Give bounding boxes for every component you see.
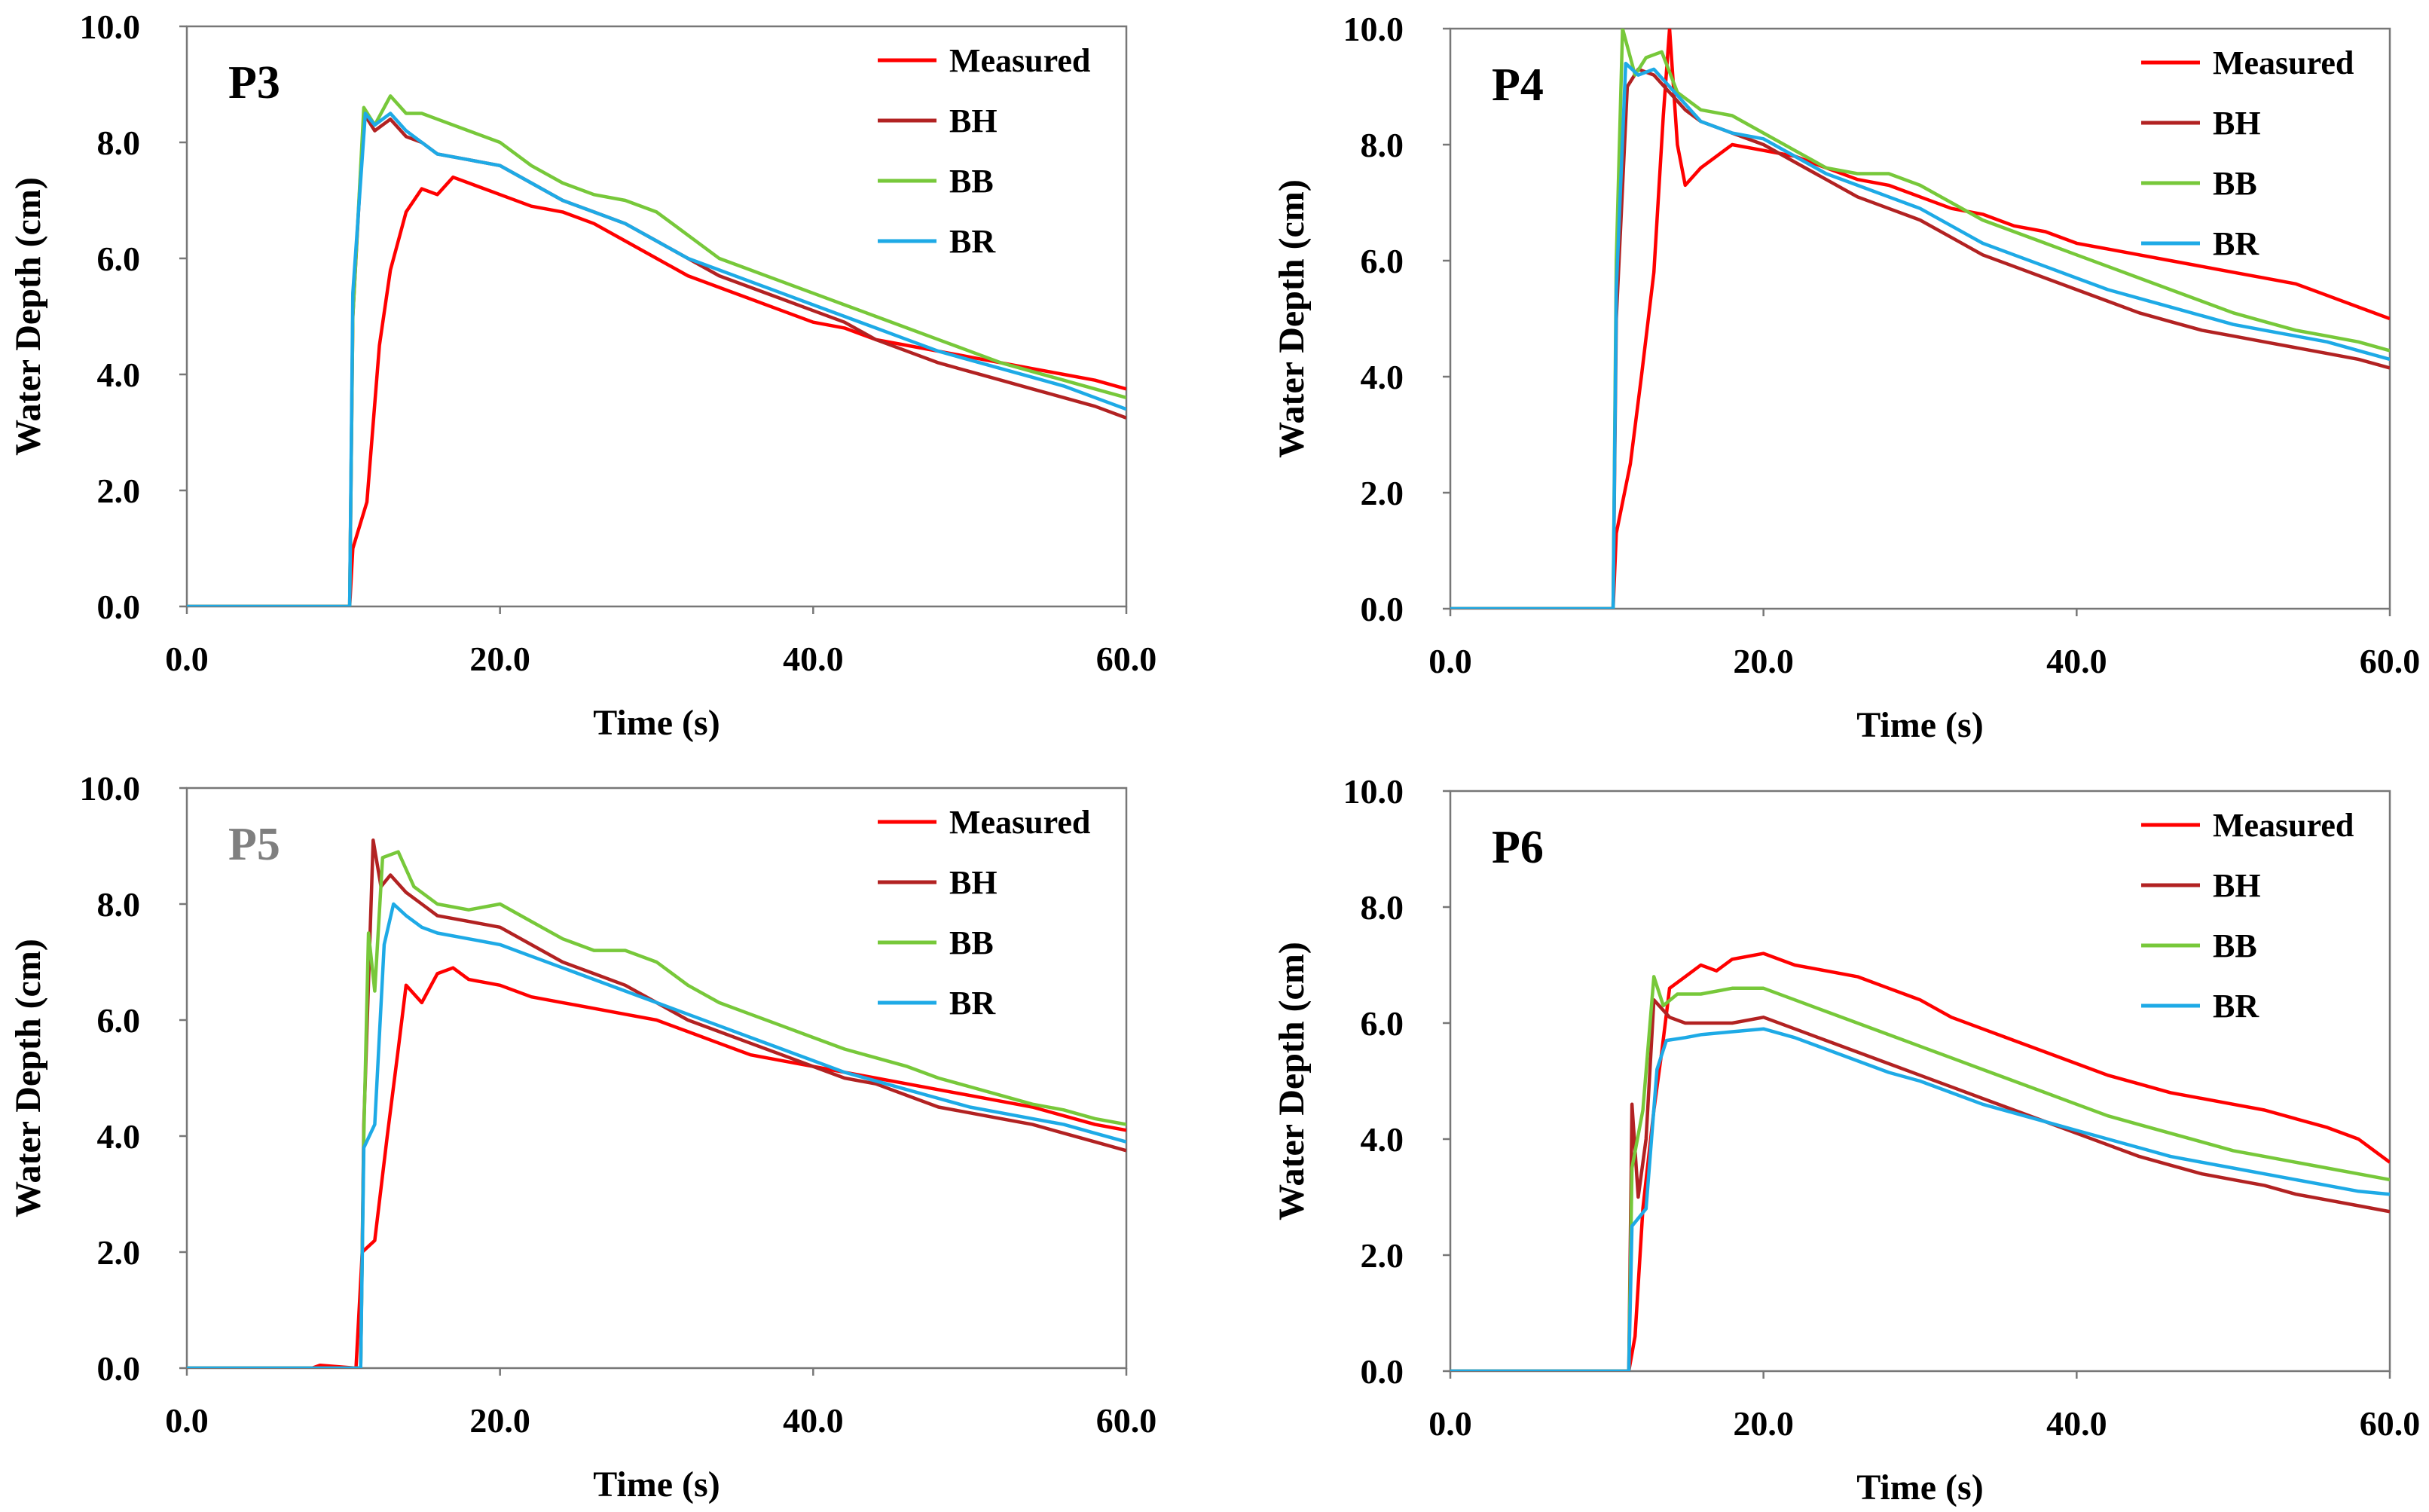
panel-label: P4 [1492,60,1544,111]
x-tick-label: 20.0 [1733,1404,1794,1443]
series-line-br [187,111,1126,606]
x-axis-title: Time (s) [593,1465,720,1504]
x-axis-title: Time (s) [1856,1468,1983,1507]
series-line-measured [1450,29,2390,609]
series-line-br [1450,1027,2390,1371]
y-tick-label: 10.0 [80,769,141,808]
x-tick-label: 0.0 [165,1401,209,1440]
legend-label-bb: BB [2213,165,2257,202]
y-tick-label: 6.0 [1361,1004,1404,1043]
series-line-br [187,902,1126,1368]
chart-panel-p4: 0.0 2.0 4.0 6.0 8.0 10.0 0.0 20.0 40.0 60.0 Time (… [1272,10,2420,745]
legend-label-br: BR [949,985,996,1022]
x-tick-label: 40.0 [2046,642,2107,680]
chart-panel-p3: 0.0 2.0 4.0 6.0 8.0 10.0 0.0 20.0 40.0 60.0 Time (… [8,8,1156,743]
y-tick-label: 2.0 [97,1233,141,1272]
y-tick-label: 2.0 [1361,474,1404,512]
chart-panel-p5: 0.0 2.0 4.0 6.0 8.0 10.0 0.0 20.0 40.0 60.0 Time (… [8,769,1156,1504]
x-axis-title: Time (s) [593,703,720,743]
legend-label-measured: Measured [2213,807,2354,844]
y-tick-label: 0.0 [97,1349,141,1388]
series-group [187,838,1126,1368]
legend: Measured BH BB BR [878,804,1090,1022]
legend-label-bb: BB [949,163,994,200]
x-tick-label: 40.0 [783,1401,844,1440]
series-group [1450,951,2390,1371]
legend: Measured BH BB BR [2141,807,2354,1025]
y-tick-label: 2.0 [97,472,141,510]
legend-label-br: BR [2213,988,2259,1025]
series-line-measured [1450,951,2390,1371]
x-tick-label: 60.0 [1096,1401,1157,1440]
y-tick-label: 10.0 [80,8,141,46]
series-line-bb [1450,975,2390,1371]
y-axis-title: Water Depth (cm) [8,177,48,456]
y-tick-label: 4.0 [97,356,141,394]
legend: Measured BH BB BR [2141,44,2354,262]
y-tick-label: 6.0 [1361,242,1404,280]
series-line-bb [187,94,1126,606]
y-tick-label: 6.0 [97,1001,141,1040]
panel-label: P6 [1492,822,1544,873]
legend-label-bh: BH [2213,105,2261,142]
legend-label-measured: Measured [2213,44,2354,81]
y-tick-label: 4.0 [1361,358,1404,396]
legend-label-bh: BH [949,864,998,901]
x-tick-label: 20.0 [469,1401,530,1440]
legend-label-bh: BH [2213,867,2261,904]
series-line-bb [1450,29,2390,609]
y-tick-label: 10.0 [1343,10,1404,48]
series-line-measured [187,966,1126,1368]
y-tick-label: 0.0 [1361,590,1404,628]
x-tick-label: 60.0 [2360,642,2421,680]
plot-frame [185,25,1128,608]
legend-label-br: BR [2213,225,2259,262]
x-tick-label: 40.0 [783,640,844,678]
legend-label-br: BR [949,223,996,260]
plot-frame [1449,790,2391,1373]
x-axis-title: Time (s) [1856,705,1983,745]
panel-label: P3 [228,57,280,108]
series-line-measured [187,175,1126,606]
y-tick-label: 2.0 [1361,1236,1404,1275]
legend: Measured BH BB BR [878,42,1090,260]
series-line-bh [187,838,1126,1368]
legend-label-measured: Measured [949,804,1090,841]
x-tick-label: 20.0 [469,640,530,678]
y-axis-title: Water Depth (cm) [1272,942,1312,1220]
x-tick-label: 20.0 [1733,642,1794,680]
x-tick-label: 60.0 [1096,640,1157,678]
series-line-br [1450,61,2390,609]
chart-panel-p6: 0.0 2.0 4.0 6.0 8.0 10.0 0.0 20.0 40.0 60.0 Time (… [1272,772,2420,1507]
x-tick-label: 0.0 [1428,1404,1472,1443]
y-tick-label: 10.0 [1343,772,1404,811]
y-axis-title: Water Depth (cm) [1272,179,1312,458]
y-tick-label: 4.0 [97,1117,141,1156]
y-tick-label: 4.0 [1361,1120,1404,1159]
panel-label: P5 [228,819,280,870]
x-tick-label: 0.0 [1428,642,1472,680]
series-line-bb [187,850,1126,1368]
x-tick-label: 40.0 [2046,1404,2107,1443]
x-tick-label: 60.0 [2360,1404,2421,1443]
series-line-bh [1450,997,2390,1371]
legend-label-measured: Measured [949,42,1090,79]
legend-label-bb: BB [2213,927,2257,964]
y-tick-label: 8.0 [1361,126,1404,164]
y-axis-title: Water Depth (cm) [8,939,48,1217]
y-tick-label: 8.0 [97,124,141,162]
y-tick-label: 8.0 [1361,888,1404,927]
legend-label-bh: BH [949,102,998,139]
x-tick-label: 0.0 [165,640,209,678]
y-tick-label: 8.0 [97,885,141,924]
series-line-bh [1450,67,2390,609]
plot-frame [185,787,1128,1370]
y-tick-label: 0.0 [1361,1352,1404,1391]
series-group [1450,29,2390,609]
series-group [187,94,1126,606]
legend-label-bb: BB [949,924,994,961]
y-tick-label: 6.0 [97,240,141,278]
y-tick-label: 0.0 [97,588,141,626]
